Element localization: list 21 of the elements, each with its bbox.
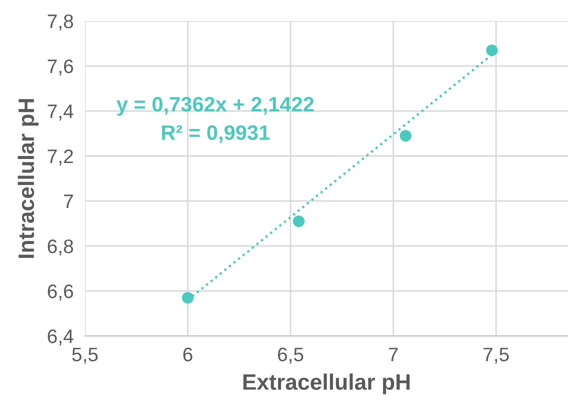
x-tick-label: 5,5 (72, 348, 98, 364)
x-tick-label: 6,5 (278, 348, 304, 364)
x-tick-label: 7,5 (484, 348, 509, 364)
x-tick-label: 7 (388, 348, 398, 362)
y-tick-label: 6,6 (48, 284, 74, 301)
y-tick-label: 7 (64, 194, 73, 208)
x-axis-title: Extracellular pH (243, 374, 410, 394)
y-tick-label: 7,8 (48, 14, 74, 31)
point (400, 130, 412, 142)
point (486, 44, 498, 56)
y-tick-label: 6,8 (48, 239, 74, 256)
y-tick-label: 7,4 (48, 104, 74, 121)
y-axis-title: Intracellular pH (18, 99, 39, 258)
y-tick-label: 6,4 (48, 329, 74, 346)
y-tick-label: 7,2 (48, 149, 73, 166)
annotation: y = 0,7362x + 2,1422 (116, 96, 314, 116)
y-tick-label: 7,6 (48, 59, 74, 76)
point (292, 215, 305, 228)
annotation: R² = 0,9931 (162, 125, 270, 144)
point (182, 292, 194, 304)
x-tick-label: 6 (183, 348, 192, 362)
